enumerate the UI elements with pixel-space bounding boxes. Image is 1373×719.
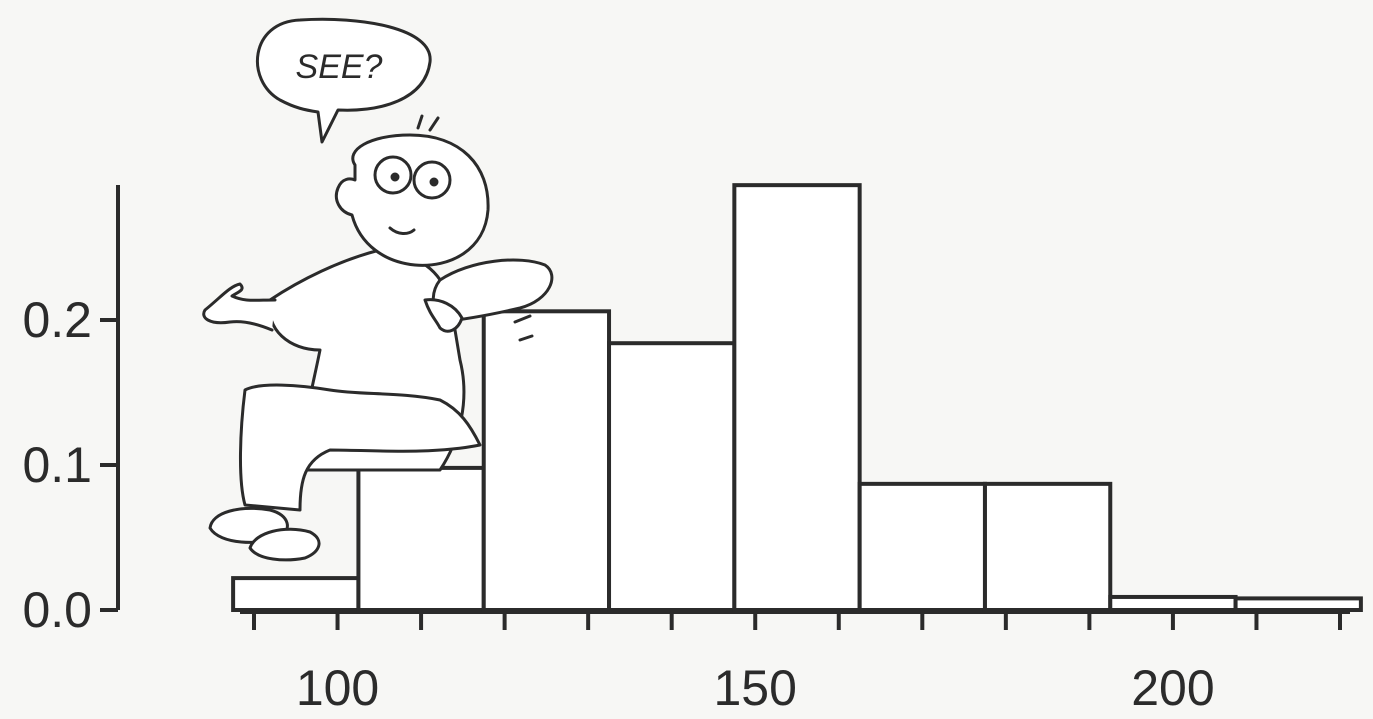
x-tick-label: 100 (296, 660, 379, 714)
speech-bubble-icon (256, 17, 432, 144)
histogram-bar (607, 341, 737, 612)
speech-bubble-text: SEE? (296, 48, 383, 86)
histogram-bar (1233, 596, 1363, 613)
histogram-bar (732, 183, 862, 612)
cartoon-shoe-right-icon (248, 527, 321, 562)
cartoon-head-icon (334, 133, 490, 267)
histogram-bar (231, 576, 361, 612)
histogram-bar (356, 465, 486, 612)
y-tick-label: 0.2 (22, 292, 92, 348)
cartoon-eye-right-icon (429, 177, 439, 187)
histogram-bar (982, 481, 1113, 613)
cartoon-motion-lines-icon (513, 314, 534, 342)
x-tick-label: 200 (1131, 660, 1214, 714)
cartoon-hand-icon (423, 298, 464, 333)
cartoon-legs-icon (238, 383, 482, 512)
bars-layer (231, 183, 1363, 613)
y-tick-label: 0.0 (22, 582, 92, 638)
histogram-bar (1108, 594, 1238, 613)
cartoon-man-icon: SEE? (202, 17, 554, 562)
cartoon-hair-icon (416, 114, 440, 132)
histogram-bar (481, 309, 612, 612)
cartoon-mouth-icon (388, 226, 416, 235)
y-tick-label: 0.1 (22, 437, 92, 493)
histogram-bar (857, 481, 987, 613)
cartoon-arm-icon (202, 282, 277, 332)
x-tick-label: 150 (714, 660, 797, 714)
cartoon-eye-left-icon (390, 172, 400, 182)
